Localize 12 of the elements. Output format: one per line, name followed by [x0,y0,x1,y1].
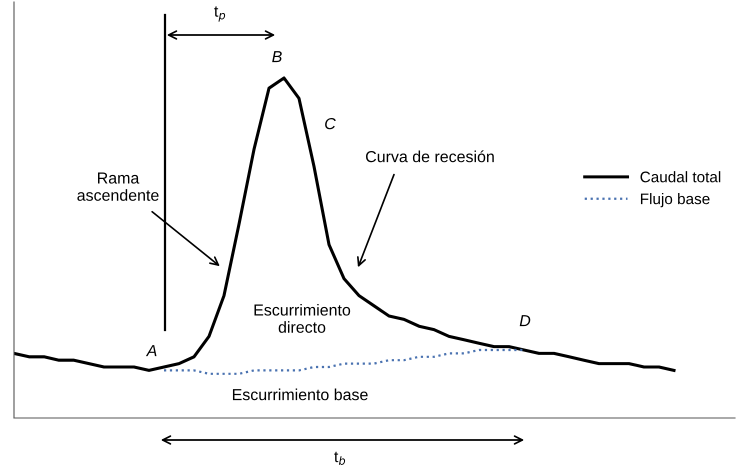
annotation: A [146,345,156,356]
annotation: Escurrimiento directo [254,304,350,333]
text: t$_{p}$ [214,6,226,22]
annotation: Escurrimiento base [232,388,368,400]
annotation: Rama ascendente [77,172,159,201]
annotation: Curva de recesión [366,150,494,162]
annotation: D [520,315,530,326]
text: B [272,51,282,62]
annotation: C [325,118,336,130]
legend-label: Flujo base [640,193,710,208]
legend-label: Caudal total [640,171,720,182]
text: t$_{b}$ [334,452,346,465]
